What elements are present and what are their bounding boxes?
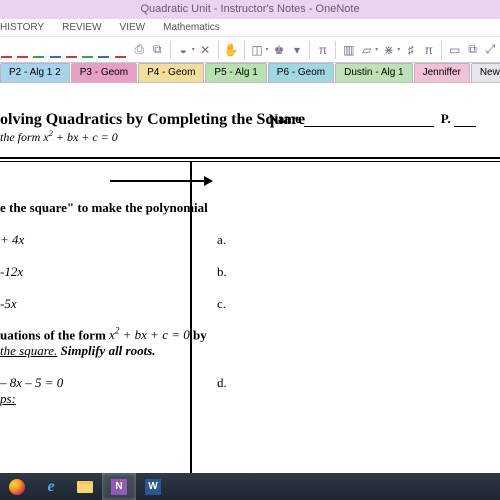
section-tab-3[interactable]: P5 - Alg 1 [205,63,266,82]
expand-icon[interactable]: ⤢ [483,42,498,58]
hash-icon[interactable]: ⋇ [381,42,396,58]
eraser-dropdown[interactable]: ▾ [192,46,195,53]
problem-left-2: -5x [0,296,205,312]
highlight-icon[interactable]: ▱ [359,42,374,58]
taskbar-word[interactable]: W [136,473,170,500]
lasso-dropdown[interactable]: ▾ [266,46,269,53]
pin-icon[interactable]: ▥ [341,42,356,58]
pen-tool-7[interactable] [115,42,128,58]
screenshot-icon[interactable]: ⧉ [150,42,165,58]
label-d: d. [205,375,227,391]
separator [335,41,336,59]
hr-1 [0,157,500,159]
menu-review[interactable]: REVIEW [62,22,101,33]
delete-icon[interactable]: ✕ [198,42,213,58]
problem-left-1: -12x [0,264,205,280]
toolbar: ⎙⧉◒▾✕✋◫▾♚▾π▥▱▾⋇▾♯π▭⧉⤢ [0,37,500,63]
page-canvas[interactable]: olving Quadratics by Completing the Squa… [0,83,500,473]
taskbar-ie[interactable]: e [34,473,68,500]
problem-left-0: + 4x [0,232,205,248]
separator [309,41,310,59]
copy-icon[interactable]: ⧉ [465,42,480,58]
arrow [0,162,500,194]
page-icon[interactable]: ▭ [447,42,462,58]
prompt-2: uations of the form x2 + bx + c = 0 by t… [0,326,500,359]
pen-tool-5[interactable] [82,42,95,58]
pen-tool-3[interactable] [50,42,63,58]
equation-2: – 8x – 5 = 0 [0,375,205,391]
menu-history[interactable]: HISTORY [0,22,44,33]
menu-view[interactable]: VIEW [120,22,146,33]
pi2-icon[interactable]: π [421,42,436,58]
pen-tool-0[interactable] [1,42,14,58]
word-icon: W [145,479,161,495]
taskbar-explorer[interactable] [68,473,102,500]
problem-row-2: -5xc. [0,296,500,312]
separator [170,41,171,59]
eraser-icon[interactable]: ◒ [176,42,191,58]
section-tab-1[interactable]: P3 - Geom [71,63,137,82]
name-label: Name [269,111,302,126]
onenote-icon: N [111,479,127,495]
section-tabs: P2 - Alg 1 2P3 - GeomP4 - GeomP5 - Alg 1… [0,63,500,83]
section-tab-7[interactable]: New Section 1 [471,63,500,82]
p-label: P. [441,111,451,126]
prompt-1: e the square" to make the polynomial [0,200,500,216]
section-tab-5[interactable]: Dustin - Alg 1 [335,63,412,82]
lasso-icon[interactable]: ◫ [250,42,265,58]
taskbar-firefox[interactable] [0,473,34,500]
name-field-row: Name P. [269,111,477,127]
folder-icon [77,481,93,493]
p-line [454,115,476,127]
section-tab-6[interactable]: Jenniffer [414,63,470,82]
section-tab-2[interactable]: P4 - Geom [138,63,204,82]
problem-right-1: b. [205,264,227,280]
steps-label: ps: [0,391,500,407]
hand-icon[interactable]: ✋ [224,42,239,58]
print-icon[interactable]: ⎙ [132,42,147,58]
firefox-icon [9,479,25,495]
separator [218,41,219,59]
name-line [304,115,434,127]
section-tab-4[interactable]: P6 - Geom [268,63,334,82]
separator [441,41,442,59]
pen-tool-6[interactable] [98,42,111,58]
taskbar-onenote[interactable]: N [102,473,136,500]
hash-dropdown[interactable]: ▾ [397,46,400,53]
menu-bar: HISTORY REVIEW VIEW Mathematics [0,19,500,37]
menu-mathematics[interactable]: Mathematics [163,22,220,33]
pen-tool-2[interactable] [33,42,46,58]
problem-row-0: + 4xa. [0,232,500,248]
dropdown-icon[interactable]: ▾ [290,42,305,58]
pen-tool-1[interactable] [17,42,30,58]
ie-icon: e [47,478,54,496]
doc-subtitle: the form x2 + bx + c = 0 [0,129,500,145]
grid-icon[interactable]: ♯ [403,42,418,58]
pen-tool-4[interactable] [66,42,79,58]
separator [244,41,245,59]
highlight-dropdown[interactable]: ▾ [375,46,378,53]
window-title: Quadratic Unit - Instructor's Notes - On… [0,0,500,19]
section-tab-0[interactable]: P2 - Alg 1 2 [0,63,70,82]
favorite-icon[interactable]: ♚ [272,42,287,58]
problem-right-2: c. [205,296,226,312]
problem-row-1: -12xb. [0,264,500,280]
pi1-icon[interactable]: π [315,42,330,58]
taskbar: e N W [0,473,500,500]
problem-right-0: a. [205,232,226,248]
